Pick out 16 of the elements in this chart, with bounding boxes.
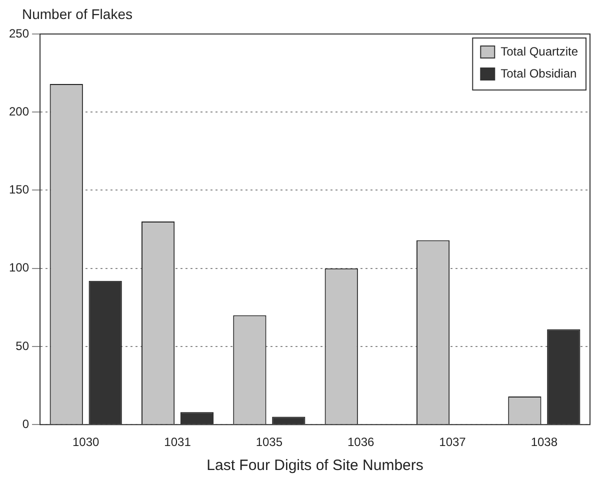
y-tick-label: 250 <box>8 26 30 40</box>
legend-label: Total Obsidian <box>500 66 577 80</box>
x-tick-label: 1036 <box>347 435 375 450</box>
y-tick-label: 150 <box>8 182 30 197</box>
y-axis-title: Number of Flakes <box>22 6 132 22</box>
y-tick-label: 0 <box>22 416 30 431</box>
x-tick-label: 1038 <box>530 435 558 450</box>
y-tick-label: 100 <box>8 260 30 275</box>
x-tick-label: 1035 <box>256 435 283 450</box>
y-tick-label: 200 <box>8 104 30 118</box>
x-tick-label: 1030 <box>72 435 100 450</box>
x-tick-label: 1031 <box>164 435 192 450</box>
x-tick-label: 1037 <box>439 435 466 450</box>
y-tick-label: 50 <box>16 338 30 353</box>
x-axis-title: Last Four Digits of Site Numbers <box>206 457 424 474</box>
legend-label: Total Quartzite <box>500 44 578 58</box>
